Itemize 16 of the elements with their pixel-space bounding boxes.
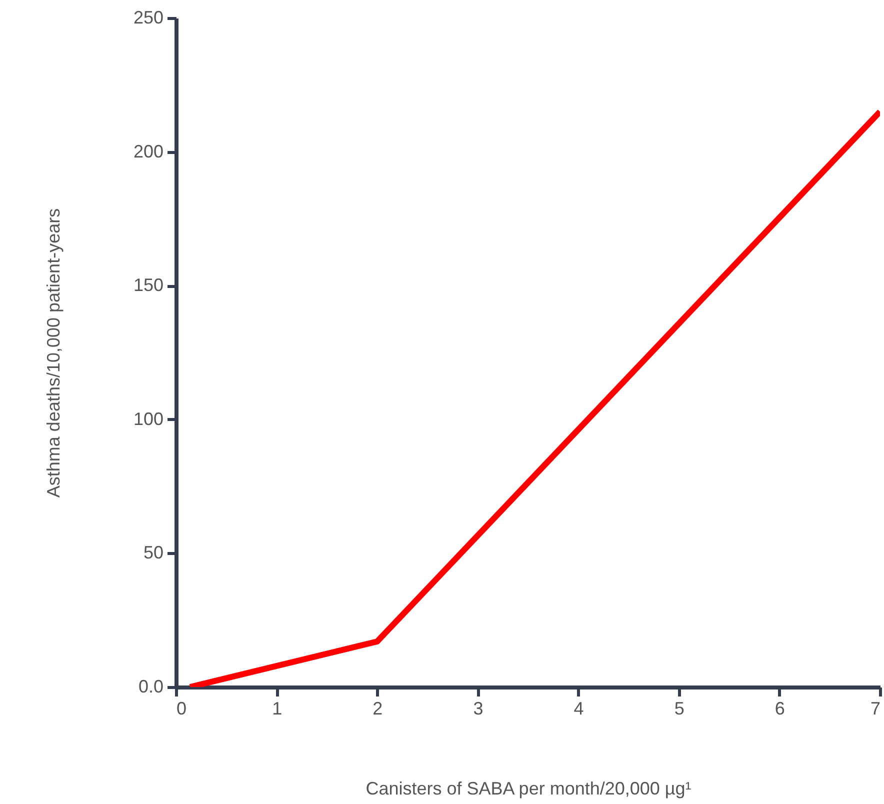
y-tick-label: 50: [143, 542, 164, 563]
x-tick-label: 1: [272, 698, 282, 718]
x-tick-label: 4: [574, 698, 584, 718]
y-tick-label: 100: [133, 408, 164, 429]
x-tick-label: 0: [176, 698, 187, 718]
y-tick-label: 200: [133, 141, 164, 162]
y-axis-title: Asthma deaths/10,000 patient-years: [43, 208, 64, 498]
x-axis-title: Canisters of SABA per month/20,000 µg¹: [366, 778, 692, 798]
x-tick-label: 7: [870, 698, 880, 718]
x-tick-label: 3: [473, 698, 484, 718]
x-tick-label: 6: [774, 698, 785, 718]
x-tick-label: 2: [372, 698, 383, 718]
y-tick-label: 0.0: [138, 676, 164, 696]
x-tick-label: 5: [674, 698, 684, 718]
y-tick-label: 150: [133, 275, 164, 296]
y-tick-label: 250: [133, 8, 164, 28]
